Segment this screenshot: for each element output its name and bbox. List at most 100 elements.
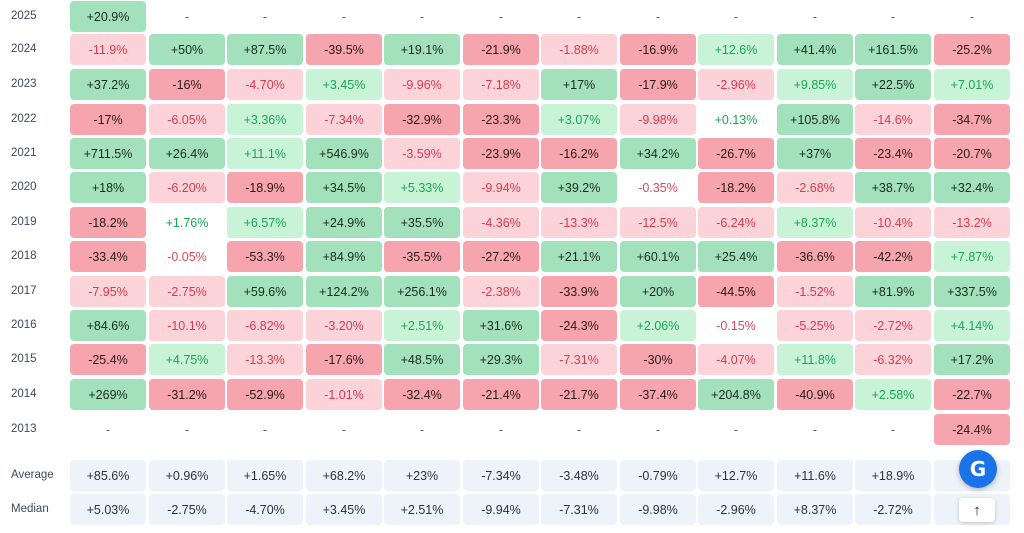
heatmap-cell: +7.01% [934,69,1010,100]
row-label: 2016 [11,319,37,331]
heatmap-cell: +34.5% [306,172,382,203]
heatmap-cell: -21.9% [463,34,539,65]
heatmap-cell: +8.37% [777,207,853,238]
heatmap-cell: +29.3% [463,344,539,375]
row-label: 2022 [11,113,37,125]
row-label: 2025 [11,10,37,22]
floating-action-button[interactable]: G [959,450,997,488]
summary-cell: +23% [384,460,460,491]
heatmap-cell: - [105,422,111,437]
heatmap-cell: - [341,9,347,24]
heatmap-cell: -16.2% [541,138,617,169]
summary-cell: -7.31% [541,494,617,525]
heatmap-cell: -1.88% [541,34,617,65]
heatmap-cell: +12.6% [698,34,774,65]
heatmap-cell: -18.2% [698,172,774,203]
summary-cell: +18.9% [855,460,931,491]
heatmap-cell: +35.5% [384,207,460,238]
heatmap-cell: -23.4% [855,138,931,169]
heatmap-cell: -10.4% [855,207,931,238]
heatmap-cell: - [262,422,268,437]
heatmap-cell: - [341,422,347,437]
heatmap-cell: -16.9% [620,34,696,65]
heatmap-cell: +5.33% [384,172,460,203]
heatmap-cell: +22.5% [855,69,931,100]
heatmap-cell: -23.9% [463,138,539,169]
heatmap-cell: -7.31% [541,344,617,375]
heatmap-cell: -0.35% [638,180,678,195]
heatmap-cell: - [655,9,661,24]
heatmap-cell: -3.20% [306,310,382,341]
heatmap-cell: -6.24% [698,207,774,238]
heatmap-cell: +60.1% [620,241,696,272]
heatmap-cell: +41.4% [777,34,853,65]
heatmap-cell: +50% [149,34,225,65]
heatmap-cell: -36.6% [777,241,853,272]
heatmap-cell: +2.51% [384,310,460,341]
heatmap-cell: -24.4% [934,414,1010,445]
heatmap-cell: +711.5% [70,138,146,169]
heatmap-cell: -42.2% [855,241,931,272]
heatmap-cell: - [576,9,582,24]
row-label: 2021 [11,147,37,159]
heatmap-cell: +11.1% [227,138,303,169]
heatmap-cell: - [576,422,582,437]
heatmap-cell: -9.96% [384,69,460,100]
heatmap-cell: -7.18% [463,69,539,100]
summary-cell: +12.7% [698,460,774,491]
heatmap-cell: +2.06% [620,310,696,341]
heatmap-cell: -1.52% [777,276,853,307]
heatmap-cell: +3.45% [306,69,382,100]
summary-cell: -2.75% [149,494,225,525]
summary-cell: +5.03% [70,494,146,525]
summary-cell: +85.6% [70,460,146,491]
arrow-up-icon: ↑ [973,501,981,519]
heatmap-cell: -53.3% [227,241,303,272]
row-label: 2013 [11,423,37,435]
heatmap-cell: -7.34% [306,104,382,135]
heatmap-cell: +124.2% [306,276,382,307]
heatmap-cell: +20.9% [70,1,146,32]
heatmap-cell: -27.2% [463,241,539,272]
heatmap-cell: +256.1% [384,276,460,307]
heatmap-cell: - [498,422,504,437]
heatmap-cell: -9.98% [620,104,696,135]
heatmap-cell: -13.2% [934,207,1010,238]
heatmap-cell: - [733,9,739,24]
heatmap-cell: -35.5% [384,241,460,272]
heatmap-cell: -17% [70,104,146,135]
heatmap-cell: +20% [620,276,696,307]
heatmap-cell: -39.5% [306,34,382,65]
heatmap-cell: -16% [149,69,225,100]
scroll-to-top-button[interactable]: ↑ [959,498,995,522]
heatmap-cell: -0.05% [167,249,207,264]
summary-cell: -9.98% [620,494,696,525]
heatmap-cell: +39.2% [541,172,617,203]
heatmap-cell: +81.9% [855,276,931,307]
summary-cell: -2.72% [855,494,931,525]
heatmap-cell: +546.9% [306,138,382,169]
heatmap-cell: +269% [70,379,146,410]
heatmap-cell: -4.36% [463,207,539,238]
heatmap-cell: +38.7% [855,172,931,203]
heatmap-cell: +21.1% [541,241,617,272]
heatmap-cell: +105.8% [777,104,853,135]
heatmap-cell: - [812,9,818,24]
heatmap-cell: -7.95% [70,276,146,307]
heatmap-cell: -23.3% [463,104,539,135]
summary-label: Median [11,503,49,515]
summary-cell: -9.94% [463,494,539,525]
heatmap-cell: +6.57% [227,207,303,238]
heatmap-cell: -17.6% [306,344,382,375]
heatmap-cell: - [262,9,268,24]
heatmap-cell: +204.8% [698,379,774,410]
heatmap-cell: -18.2% [70,207,146,238]
summary-cell: -2.96% [698,494,774,525]
heatmap-cell: -6.20% [149,172,225,203]
heatmap-cell: -44.5% [698,276,774,307]
heatmap-cell: -0.15% [716,318,756,333]
heatmap-cell: -26.7% [698,138,774,169]
heatmap-cell: +337.5% [934,276,1010,307]
heatmap-cell: +84.9% [306,241,382,272]
heatmap-cell: -5.25% [777,310,853,341]
